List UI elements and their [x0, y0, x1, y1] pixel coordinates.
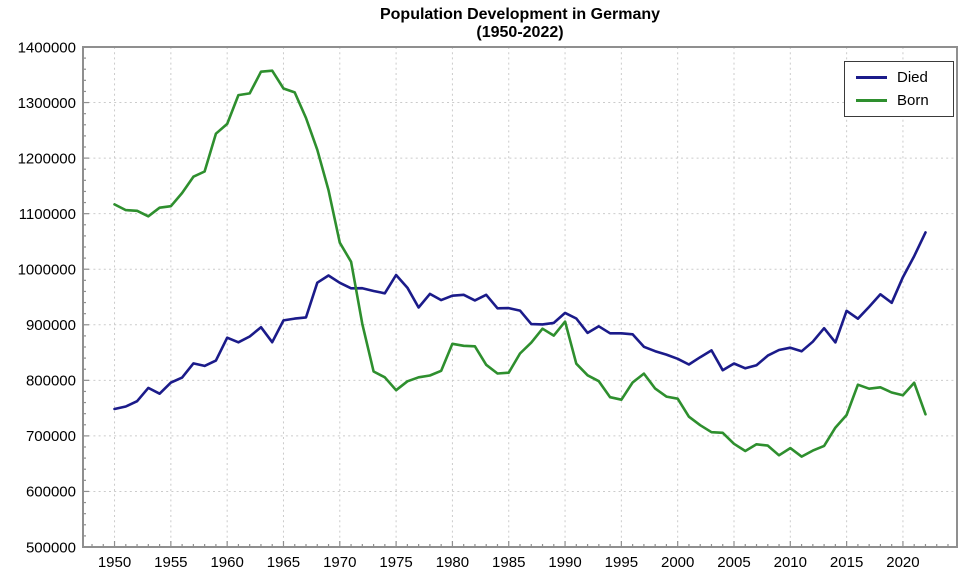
- y-tick-label: 1400000: [18, 39, 76, 56]
- legend-item-born: Born: [856, 92, 953, 109]
- y-tick-label: 600000: [26, 484, 76, 501]
- legend: Died Born: [844, 61, 954, 117]
- x-tick-label: 2000: [661, 554, 694, 571]
- gridlines: [83, 46, 957, 548]
- y-tick-label: 1000000: [18, 261, 76, 278]
- chart-title-block: Population Development in Germany (1950-…: [83, 6, 957, 42]
- x-tick-label: 1950: [98, 554, 131, 571]
- chart-title: Population Development in Germany: [379, 6, 661, 23]
- y-tick-label: 500000: [26, 539, 76, 556]
- x-tick-label: 1980: [436, 554, 469, 571]
- y-tick-label: 900000: [26, 317, 76, 334]
- x-tick-label: 1985: [492, 554, 525, 571]
- x-tick-label: 1990: [548, 554, 581, 571]
- x-tick-label: 2005: [717, 554, 750, 571]
- x-axis-tick-labels: 1950 1955 1960 1965 1970 1975 1980 1985 1990 1995…: [98, 554, 920, 571]
- y-axis-tick-labels: 500000 600000 700000 800000 900000 1000000 110…: [18, 39, 76, 556]
- x-tick-label: 1995: [605, 554, 638, 571]
- legend-label-born: Born: [897, 92, 929, 109]
- x-tick-label: 1970: [323, 554, 356, 571]
- died-line: [113, 231, 927, 411]
- x-tick-label: 1955: [154, 554, 187, 571]
- x-tick-label: 2020: [886, 554, 919, 571]
- y-tick-label: 1200000: [18, 150, 76, 167]
- plot-frame: [82, 46, 958, 548]
- died-line-swatch: [856, 76, 887, 79]
- x-tick-label: 2010: [774, 554, 807, 571]
- y-tick-label: 1100000: [19, 206, 76, 223]
- y-tick-label: 700000: [26, 428, 76, 445]
- x-tick-label: 1960: [210, 554, 243, 571]
- axis-ticks: [83, 46, 949, 548]
- y-tick-label: 1300000: [18, 95, 76, 112]
- x-tick-label: 1965: [267, 554, 300, 571]
- legend-item-died: Died: [856, 69, 953, 86]
- x-tick-label: 1975: [379, 554, 412, 571]
- x-tick-label: 2015: [830, 554, 863, 571]
- y-tick-label: 800000: [26, 373, 76, 390]
- born-line: [113, 69, 927, 458]
- legend-label-died: Died: [897, 69, 928, 86]
- chart-subtitle: (1950-2022): [476, 24, 564, 41]
- born-line-swatch: [856, 99, 887, 102]
